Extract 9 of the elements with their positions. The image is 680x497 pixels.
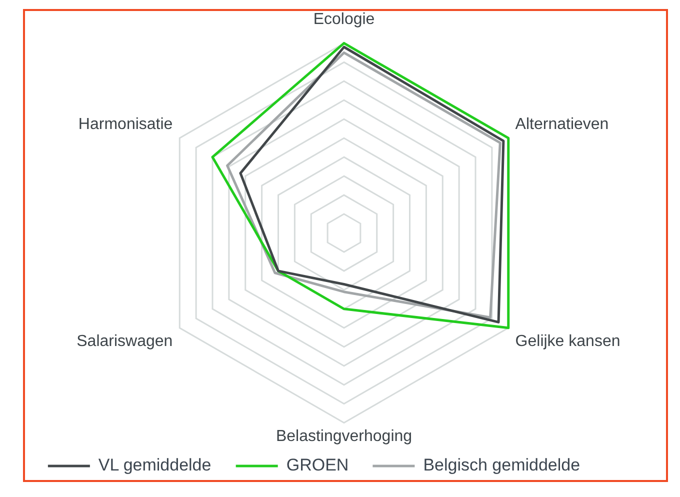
- spoke-label: Gelijke kansen: [515, 332, 620, 350]
- spoke-label: Salariswagen: [76, 332, 173, 350]
- spoke-label: Belastingverhoging: [276, 428, 412, 445]
- spoke-label: Ecologie: [313, 11, 375, 28]
- legend-label: GROEN: [286, 456, 349, 475]
- spoke-label: Harmonisatie: [78, 116, 173, 133]
- legend-label: VL gemiddelde: [98, 456, 212, 475]
- legend-label: Belgisch gemiddelde: [423, 456, 580, 475]
- spoke-label: Alternatieven: [515, 116, 609, 133]
